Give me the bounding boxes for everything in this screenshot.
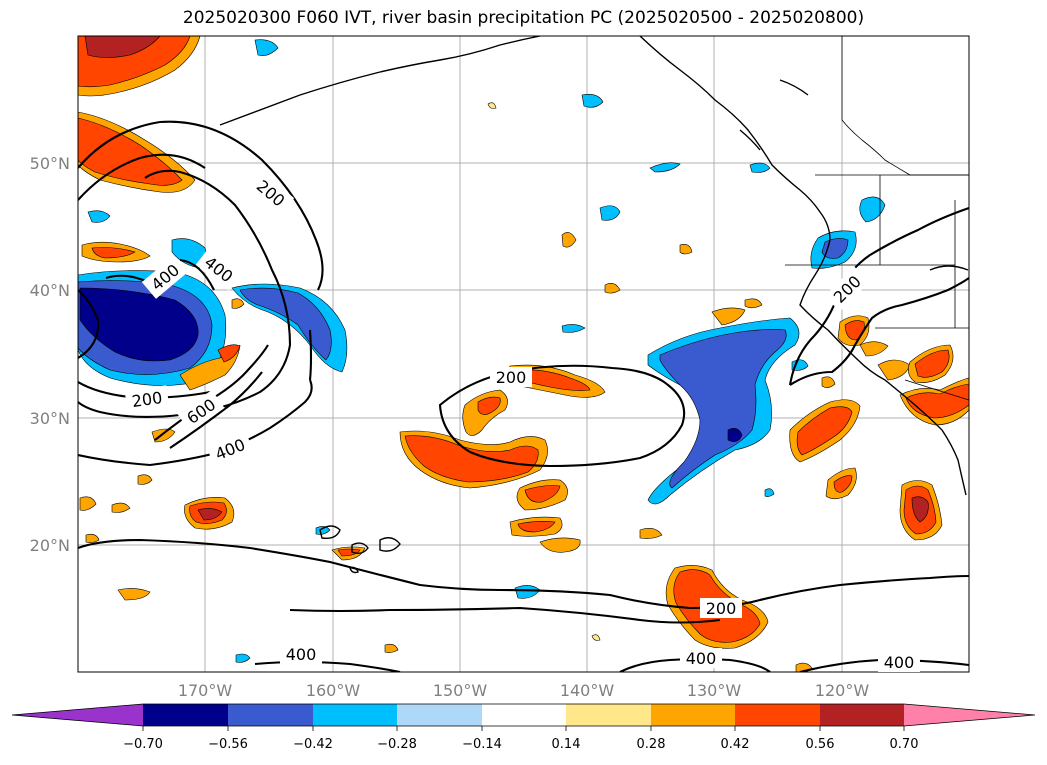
map-frame xyxy=(77,35,970,673)
colorbar-extend-high xyxy=(904,704,1035,726)
colorbar-tick-label: −0.70 xyxy=(123,737,163,752)
colorbar-tick-label: −0.56 xyxy=(208,737,248,752)
lon-label: 160°W xyxy=(306,681,361,700)
lon-label: 150°W xyxy=(433,681,488,700)
colorbar-tick-label: 0.56 xyxy=(806,737,835,752)
contour-label: 400 xyxy=(884,653,915,672)
colorbar-segment xyxy=(228,704,313,726)
political-borders xyxy=(785,36,969,401)
lat-label: 20°N xyxy=(30,536,70,555)
lon-label: 140°W xyxy=(560,681,615,700)
longitude-labels: 170°W 160°W 150°W 140°W 130°W 120°W xyxy=(178,681,870,700)
lon-label: 130°W xyxy=(687,681,742,700)
contour-label: 200 xyxy=(496,368,527,387)
negative-precip-regions xyxy=(78,39,886,663)
colorbar-extend-low xyxy=(12,704,143,726)
contour-label: 400 xyxy=(286,645,317,664)
colorbar-segment xyxy=(313,704,397,726)
map-title: 2025020300 F060 IVT, river basin precipi… xyxy=(182,8,865,28)
colorbar-tick-label: 0.14 xyxy=(552,737,581,752)
lon-label: 120°W xyxy=(815,681,870,700)
colorbar-segment xyxy=(482,704,566,726)
colorbar: −0.70 −0.56 −0.42 −0.28 −0.14 0.14 0.28 … xyxy=(11,703,1036,752)
contour-label: 400 xyxy=(686,649,717,668)
colorbar-segment xyxy=(735,704,820,726)
colorbar-segment xyxy=(820,704,904,726)
coastlines xyxy=(219,36,969,574)
colorbar-tick-label: −0.42 xyxy=(293,737,333,752)
contour-label: 200 xyxy=(131,388,164,411)
colorbar-segment xyxy=(397,704,482,726)
lat-label: 40°N xyxy=(30,281,70,300)
colorbar-tick-label: 0.28 xyxy=(637,737,666,752)
colorbar-segment xyxy=(143,704,228,726)
lat-label: 50°N xyxy=(30,154,70,173)
colorbar-tick-label: −0.14 xyxy=(462,737,502,752)
latitude-labels: 50°N 40°N 30°N 20°N xyxy=(30,154,70,555)
colorbar-tick-label: −0.28 xyxy=(377,737,417,752)
colorbar-tick-label: 0.70 xyxy=(890,737,919,752)
lat-label: 30°N xyxy=(30,409,70,428)
lon-label: 170°W xyxy=(178,681,233,700)
contour-labels: 200 400 400 200 600 400 200 200 200 400 … xyxy=(124,171,920,672)
colorbar-tick-label: 0.42 xyxy=(721,737,750,752)
colorbar-segment xyxy=(566,704,651,726)
contour-label: 200 xyxy=(706,599,737,618)
colorbar-segment xyxy=(651,704,735,726)
